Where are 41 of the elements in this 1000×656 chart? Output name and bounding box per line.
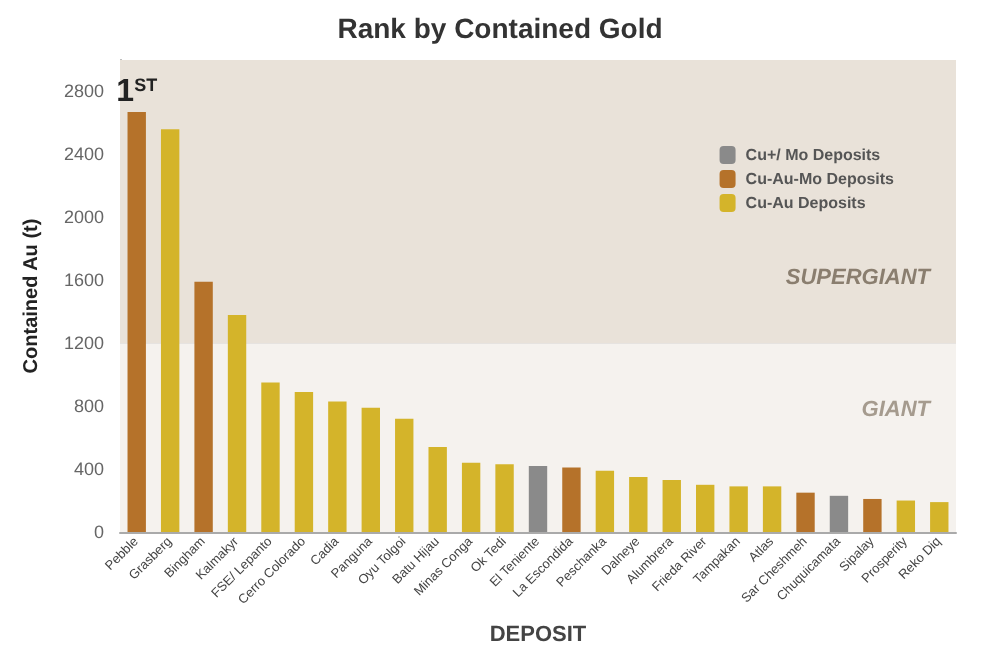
band-label: SUPERGIANT <box>785 265 933 290</box>
bar <box>896 500 916 532</box>
bar <box>629 476 648 532</box>
legend-label: Cu-Au Deposits <box>745 194 867 212</box>
bar <box>160 129 180 532</box>
bar <box>528 465 548 532</box>
band-label: GIANT <box>861 397 933 422</box>
bar <box>428 447 447 532</box>
y-tick-label: 1200 <box>63 333 104 354</box>
bar <box>227 314 247 532</box>
y-tick-label: 2800 <box>63 81 104 102</box>
y-tick-label: 400 <box>73 459 104 480</box>
x-axis-title: DEPOSIT <box>489 623 587 647</box>
bar <box>863 498 882 532</box>
bar <box>294 391 314 532</box>
bar <box>361 407 380 532</box>
y-tick-label: 1600 <box>63 270 104 291</box>
chart-title: Rank by Contained Gold <box>337 12 663 44</box>
bar <box>562 467 581 532</box>
y-tick-label: 800 <box>73 396 104 417</box>
bar <box>796 492 815 532</box>
bar <box>696 484 715 532</box>
bar <box>194 281 213 532</box>
y-axis-title: Contained Au (t) <box>21 218 44 374</box>
bar <box>461 462 481 532</box>
y-tick-label: 2000 <box>63 207 104 228</box>
y-tick-label: 0 <box>93 522 104 542</box>
bar <box>729 486 748 532</box>
legend-label: Cu-Au-Mo Deposits <box>745 170 896 188</box>
legend-label: Cu+/ Mo Deposits <box>745 146 882 164</box>
y-tick-label: 2400 <box>63 144 104 165</box>
bar <box>495 464 514 532</box>
bar <box>662 480 681 532</box>
bar <box>395 418 414 532</box>
bar <box>595 470 615 532</box>
bar <box>930 502 949 532</box>
bar <box>328 401 347 532</box>
bar <box>261 382 280 532</box>
bar <box>829 495 849 532</box>
bar <box>762 486 782 532</box>
bar <box>127 111 146 532</box>
